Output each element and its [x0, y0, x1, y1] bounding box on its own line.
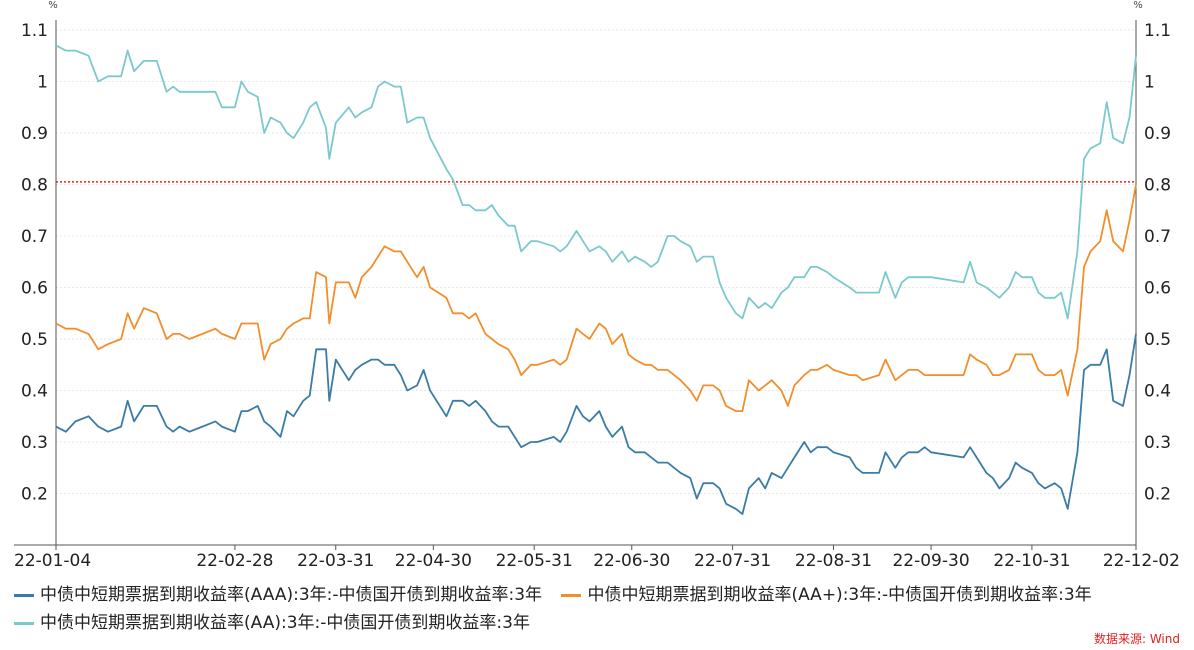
x-tick-label: 22-05-31: [496, 551, 573, 571]
y-tick-right: 0.4: [1144, 382, 1171, 402]
x-tick-label: 22-07-31: [694, 551, 771, 571]
x-tick-label: 22-02-28: [196, 551, 273, 571]
legend-swatch-aa: [14, 622, 34, 625]
series-line-aa: [55, 44, 1137, 320]
grid-lines: [56, 29, 1136, 494]
y-tick-right: 1.1: [1144, 21, 1171, 41]
y-tick-left: 0.7: [21, 227, 48, 247]
y-tick-left: 0.3: [21, 433, 48, 453]
legend-item-aa-plus[interactable]: 中债中短期票据到期收益率(AA+):3年:-中债国开债到期收益率:3年: [561, 583, 1092, 608]
y-unit-left: %: [48, 0, 58, 11]
y-tick-left: 0.4: [21, 382, 48, 402]
x-tick-label: 22-12-02: [1103, 551, 1180, 571]
series-line-aa-plus: [55, 184, 1137, 413]
y-tick-right: 0.6: [1144, 279, 1171, 299]
x-tick-label: 22-09-30: [892, 551, 969, 571]
data-source: 数据来源: Wind: [1093, 632, 1180, 646]
y-tick-left: 1: [37, 73, 48, 93]
y-tick-right: 0.3: [1144, 433, 1171, 453]
y-tick-right: 0.8: [1144, 176, 1171, 196]
x-tick-label: 22-06-30: [593, 551, 670, 571]
legend-swatch-aa-plus: [561, 594, 582, 597]
x-tick-label: 22-10-31: [993, 551, 1070, 571]
y-tick-left: 0.2: [21, 485, 48, 505]
y-tick-right: 1: [1144, 73, 1155, 93]
y-tick-left: 0.8: [21, 176, 48, 196]
legend-label-aa-plus: 中债中短期票据到期收益率(AA+):3年:-中债国开债到期收益率:3年: [587, 585, 1092, 605]
y-tick-right: 0.5: [1144, 330, 1171, 350]
y-tick-left: 0.5: [21, 330, 48, 350]
x-tick-label: 22-08-31: [795, 551, 872, 571]
x-tick-label: 22-03-31: [297, 551, 374, 571]
legend-item-aa[interactable]: 中债中短期票据到期收益率(AA):3年:-中债国开债到期收益率:3年: [14, 611, 530, 636]
y-tick-left: 1.1: [21, 21, 48, 41]
axes: [14, 20, 1137, 550]
legend-label-aa: 中债中短期票据到期收益率(AA):3年:-中债国开债到期收益率:3年: [40, 613, 530, 633]
series-line-aaa: [55, 333, 1137, 515]
line-chart: 0.2 0.2 0.3 0.3 0.4 0.4 0.5 0.5 0.6 0.6 0.7 0.7 0.8 0…: [14, 0, 1180, 571]
legend-swatch-aaa: [14, 594, 34, 597]
y-tick-right: 0.7: [1144, 227, 1171, 247]
y-tick-left: 0.6: [21, 279, 48, 299]
legend-item-aaa[interactable]: 中债中短期票据到期收益率(AAA):3年:-中债国开债到期收益率:3年: [14, 583, 542, 608]
y-unit-right: %: [1133, 0, 1143, 11]
tick-labels: 0.2 0.2 0.3 0.3 0.4 0.4 0.5 0.5 0.6 0.6 0.7 0.7 0.8 0…: [14, 0, 1180, 571]
y-tick-right: 0.2: [1144, 485, 1171, 505]
y-tick-right: 0.9: [1144, 124, 1171, 144]
y-tick-left: 0.9: [21, 124, 48, 144]
series-group: [55, 44, 1137, 515]
x-tick-label: 22-04-30: [395, 551, 472, 571]
x-tick-label: 22-01-04: [14, 551, 91, 571]
legend: 中债中短期票据到期收益率(AAA):3年:-中债国开债到期收益率:3年 中债中短…: [14, 580, 1184, 636]
legend-label-aaa: 中债中短期票据到期收益率(AAA):3年:-中债国开债到期收益率:3年: [40, 585, 543, 605]
